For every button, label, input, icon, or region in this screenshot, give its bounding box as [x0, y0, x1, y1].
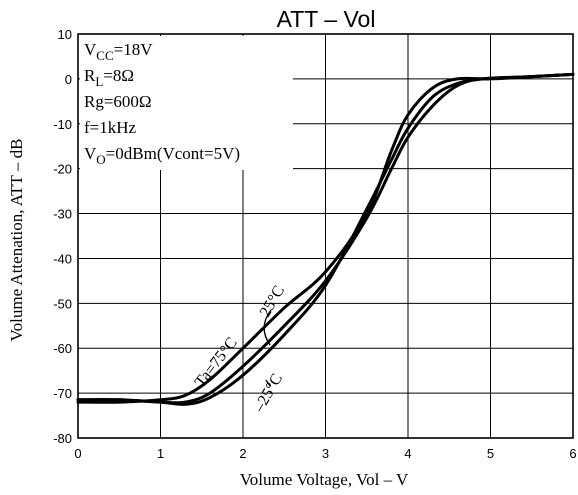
condition-1: VCC=18V: [84, 40, 153, 63]
plot-frame: [77, 33, 574, 439]
y-tick-label: -40: [53, 251, 72, 266]
x-tick-label: 4: [404, 446, 411, 461]
y-tick-label: -10: [53, 117, 72, 132]
condition-2: RL=8Ω: [84, 66, 134, 89]
y-tick-label: -60: [53, 341, 72, 356]
x-tick-label: 3: [322, 446, 329, 461]
x-tick-label: 1: [157, 446, 164, 461]
y-tick-label: -50: [53, 296, 72, 311]
y-tick-label: 0: [65, 72, 72, 87]
condition-4: f=1kHz: [84, 118, 137, 137]
x-tick-label: 2: [239, 446, 246, 461]
tick-labels: 0 1 2 3 4 5 6 10 0 -10 -20 -30 -40 -50 -60 -70 -80: [53, 27, 576, 461]
conditions-box: VCC=18V RL=8Ω Rg=600Ω f=1kHz VO=0dBm(Vcont=5…: [80, 36, 293, 170]
chart-title: ATT – Vol: [277, 6, 376, 32]
y-tick-label: -30: [53, 207, 72, 222]
y-tick-label: -80: [53, 431, 72, 446]
condition-3: Rg=600Ω: [84, 92, 152, 111]
leader-minus25: [265, 379, 271, 387]
y-axis-label: Volume Attenation, ATT – dB: [7, 139, 26, 342]
y-tick-label: -70: [53, 386, 72, 401]
series-lines: [76, 72, 575, 406]
leader-25: [263, 309, 272, 346]
x-tick-label: 0: [74, 446, 81, 461]
condition-5: VO=0dBm(Vcont=5V): [84, 144, 240, 167]
series-line-3: [76, 72, 575, 405]
x-tick-label: 6: [569, 446, 576, 461]
annotation-25: 25°C: [257, 283, 288, 320]
conditions-background: [80, 36, 293, 170]
y-tick-label: 10: [58, 27, 72, 42]
x-tick-label: 5: [487, 446, 494, 461]
x-axis-label: Volume Voltage, Vol – V: [240, 470, 409, 489]
y-tick-label: -20: [53, 162, 72, 177]
